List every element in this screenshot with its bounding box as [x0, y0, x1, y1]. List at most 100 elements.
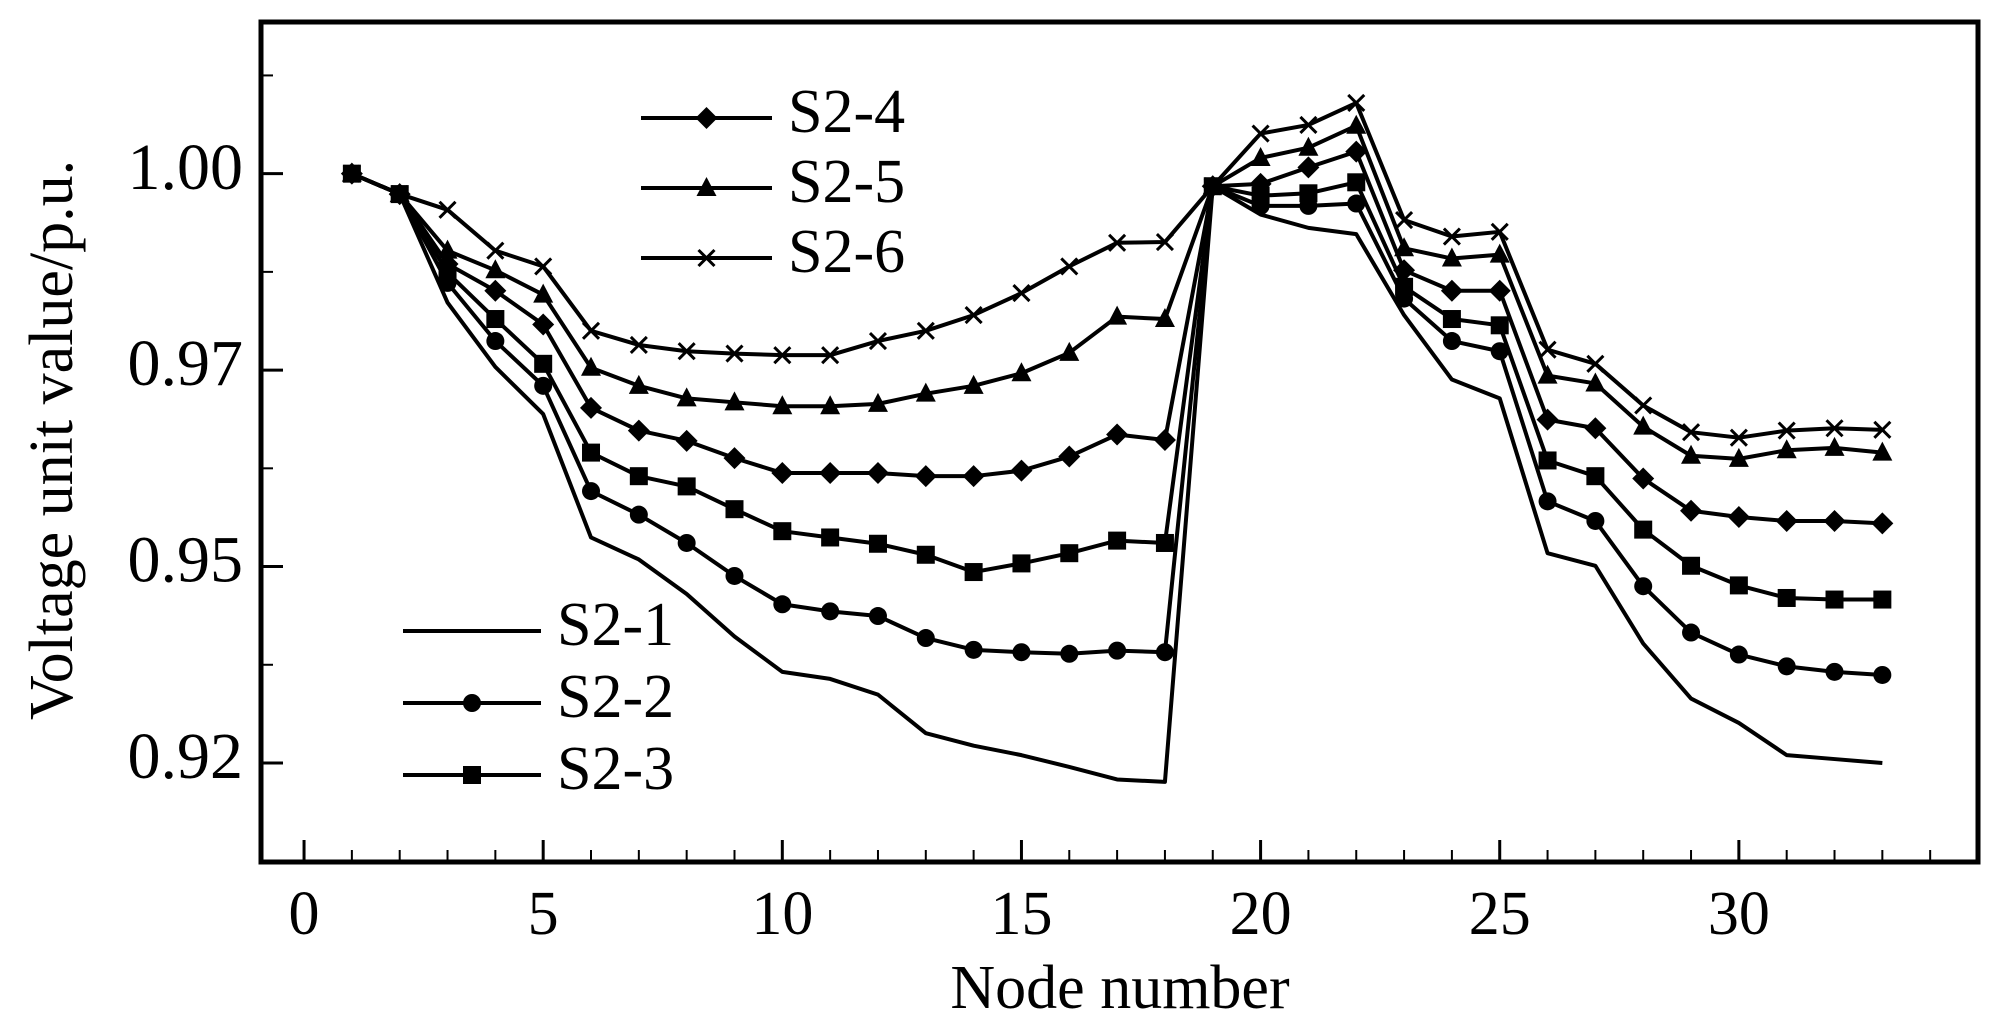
- marker: [1298, 136, 1319, 156]
- marker: [1536, 408, 1559, 431]
- marker: [1395, 210, 1414, 230]
- marker: [677, 533, 696, 552]
- marker: [1395, 277, 1414, 296]
- marker: [1347, 194, 1366, 213]
- marker: [1729, 428, 1748, 447]
- marker: [1153, 429, 1176, 452]
- marker: [534, 354, 553, 373]
- marker: [1727, 506, 1750, 529]
- marker: [1586, 354, 1605, 373]
- marker: [1346, 114, 1367, 134]
- marker: [1155, 643, 1174, 662]
- marker: [1155, 533, 1174, 552]
- marker: [1824, 436, 1845, 456]
- marker: [1871, 512, 1894, 535]
- marker: [1873, 420, 1892, 439]
- marker: [1059, 341, 1080, 361]
- series-line: [351, 171, 1883, 784]
- marker: [484, 279, 507, 302]
- marker: [534, 257, 553, 276]
- marker: [581, 356, 602, 376]
- marker: [964, 306, 983, 325]
- marker: [438, 200, 457, 219]
- x-tick-label: 30: [1708, 880, 1770, 948]
- marker: [724, 391, 745, 411]
- marker: [725, 500, 744, 519]
- marker: [821, 528, 840, 547]
- marker: [964, 640, 983, 659]
- marker: [1729, 576, 1748, 595]
- marker: [1345, 140, 1368, 163]
- marker: [1632, 467, 1655, 490]
- marker: [1776, 439, 1797, 459]
- marker: [1347, 93, 1366, 112]
- x-tick-label: 0: [289, 880, 320, 948]
- marker: [628, 374, 649, 394]
- marker: [1681, 423, 1701, 442]
- marker: [485, 259, 506, 279]
- marker: [675, 429, 698, 452]
- y-tick-label: 1.00: [128, 131, 244, 204]
- marker: [1441, 247, 1462, 267]
- marker: [581, 321, 601, 340]
- marker: [1681, 444, 1702, 464]
- marker: [1825, 662, 1844, 681]
- marker: [1777, 421, 1796, 440]
- marker: [1488, 279, 1511, 302]
- marker: [773, 595, 792, 614]
- marker: [677, 477, 696, 496]
- marker: [916, 545, 935, 564]
- marker: [629, 505, 648, 524]
- marker: [820, 395, 841, 415]
- marker: [1490, 342, 1509, 361]
- marker: [773, 346, 792, 365]
- x-tick-label: 15: [990, 880, 1052, 948]
- marker: [1634, 577, 1653, 596]
- marker: [1251, 124, 1270, 143]
- marker: [534, 376, 553, 395]
- marker: [629, 467, 648, 486]
- legend-label: S2-3: [557, 735, 674, 803]
- marker: [1777, 588, 1796, 607]
- marker: [1106, 423, 1129, 446]
- marker: [1108, 531, 1127, 550]
- marker: [1873, 665, 1892, 684]
- marker: [1012, 554, 1031, 573]
- marker: [1442, 227, 1461, 246]
- marker: [1442, 310, 1461, 329]
- marker: [916, 629, 935, 648]
- y-axis-label: Voltage unit value/p.u.: [18, 160, 86, 720]
- marker: [773, 522, 792, 541]
- marker: [916, 321, 935, 340]
- marker: [915, 382, 936, 402]
- plot-frame: [258, 19, 1981, 865]
- marker: [1108, 233, 1127, 252]
- legend-label: S2-1: [557, 591, 674, 659]
- marker: [1107, 305, 1128, 325]
- marker: [1538, 340, 1557, 359]
- marker: [1538, 451, 1557, 470]
- marker: [1538, 492, 1557, 511]
- legend-marker: [697, 248, 716, 268]
- marker: [676, 387, 697, 407]
- marker: [1586, 467, 1605, 486]
- marker: [1634, 520, 1653, 539]
- marker: [725, 566, 744, 585]
- marker: [1584, 417, 1607, 440]
- marker: [1251, 186, 1270, 205]
- marker: [629, 335, 648, 355]
- marker: [1440, 279, 1463, 302]
- marker: [1108, 641, 1127, 660]
- marker: [1249, 172, 1272, 195]
- x-tick-label: 10: [751, 880, 813, 948]
- marker: [1203, 177, 1222, 196]
- marker: [868, 331, 888, 351]
- marker: [582, 443, 601, 462]
- marker: [868, 607, 887, 626]
- marker: [486, 310, 505, 329]
- marker: [867, 392, 888, 412]
- marker: [1729, 645, 1748, 664]
- legend-label: S2-4: [788, 78, 905, 146]
